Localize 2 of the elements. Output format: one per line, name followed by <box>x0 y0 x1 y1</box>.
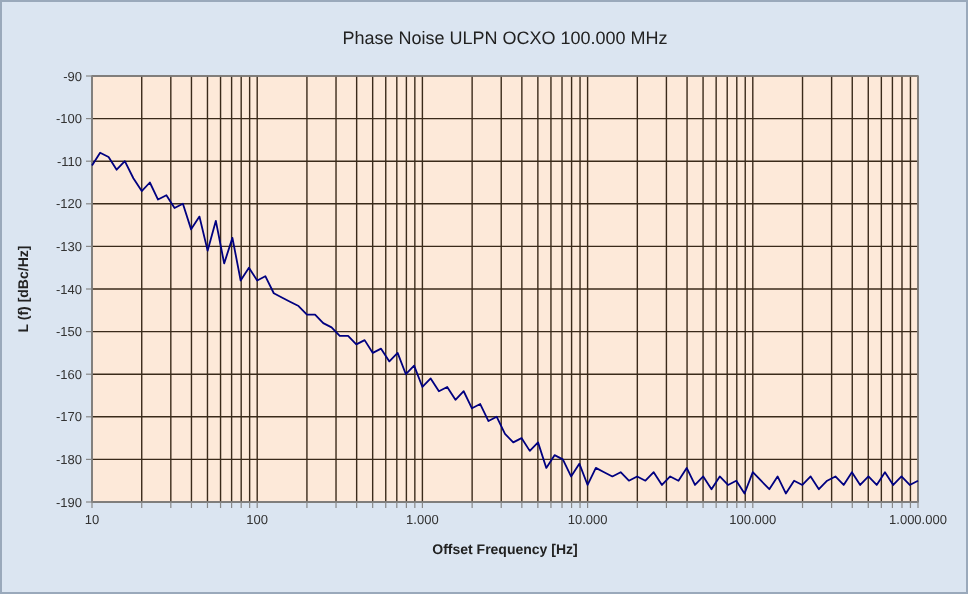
line-series <box>91 151 919 495</box>
chart-title: Phase Noise ULPN OCXO 100.000 MHz <box>342 28 669 48</box>
